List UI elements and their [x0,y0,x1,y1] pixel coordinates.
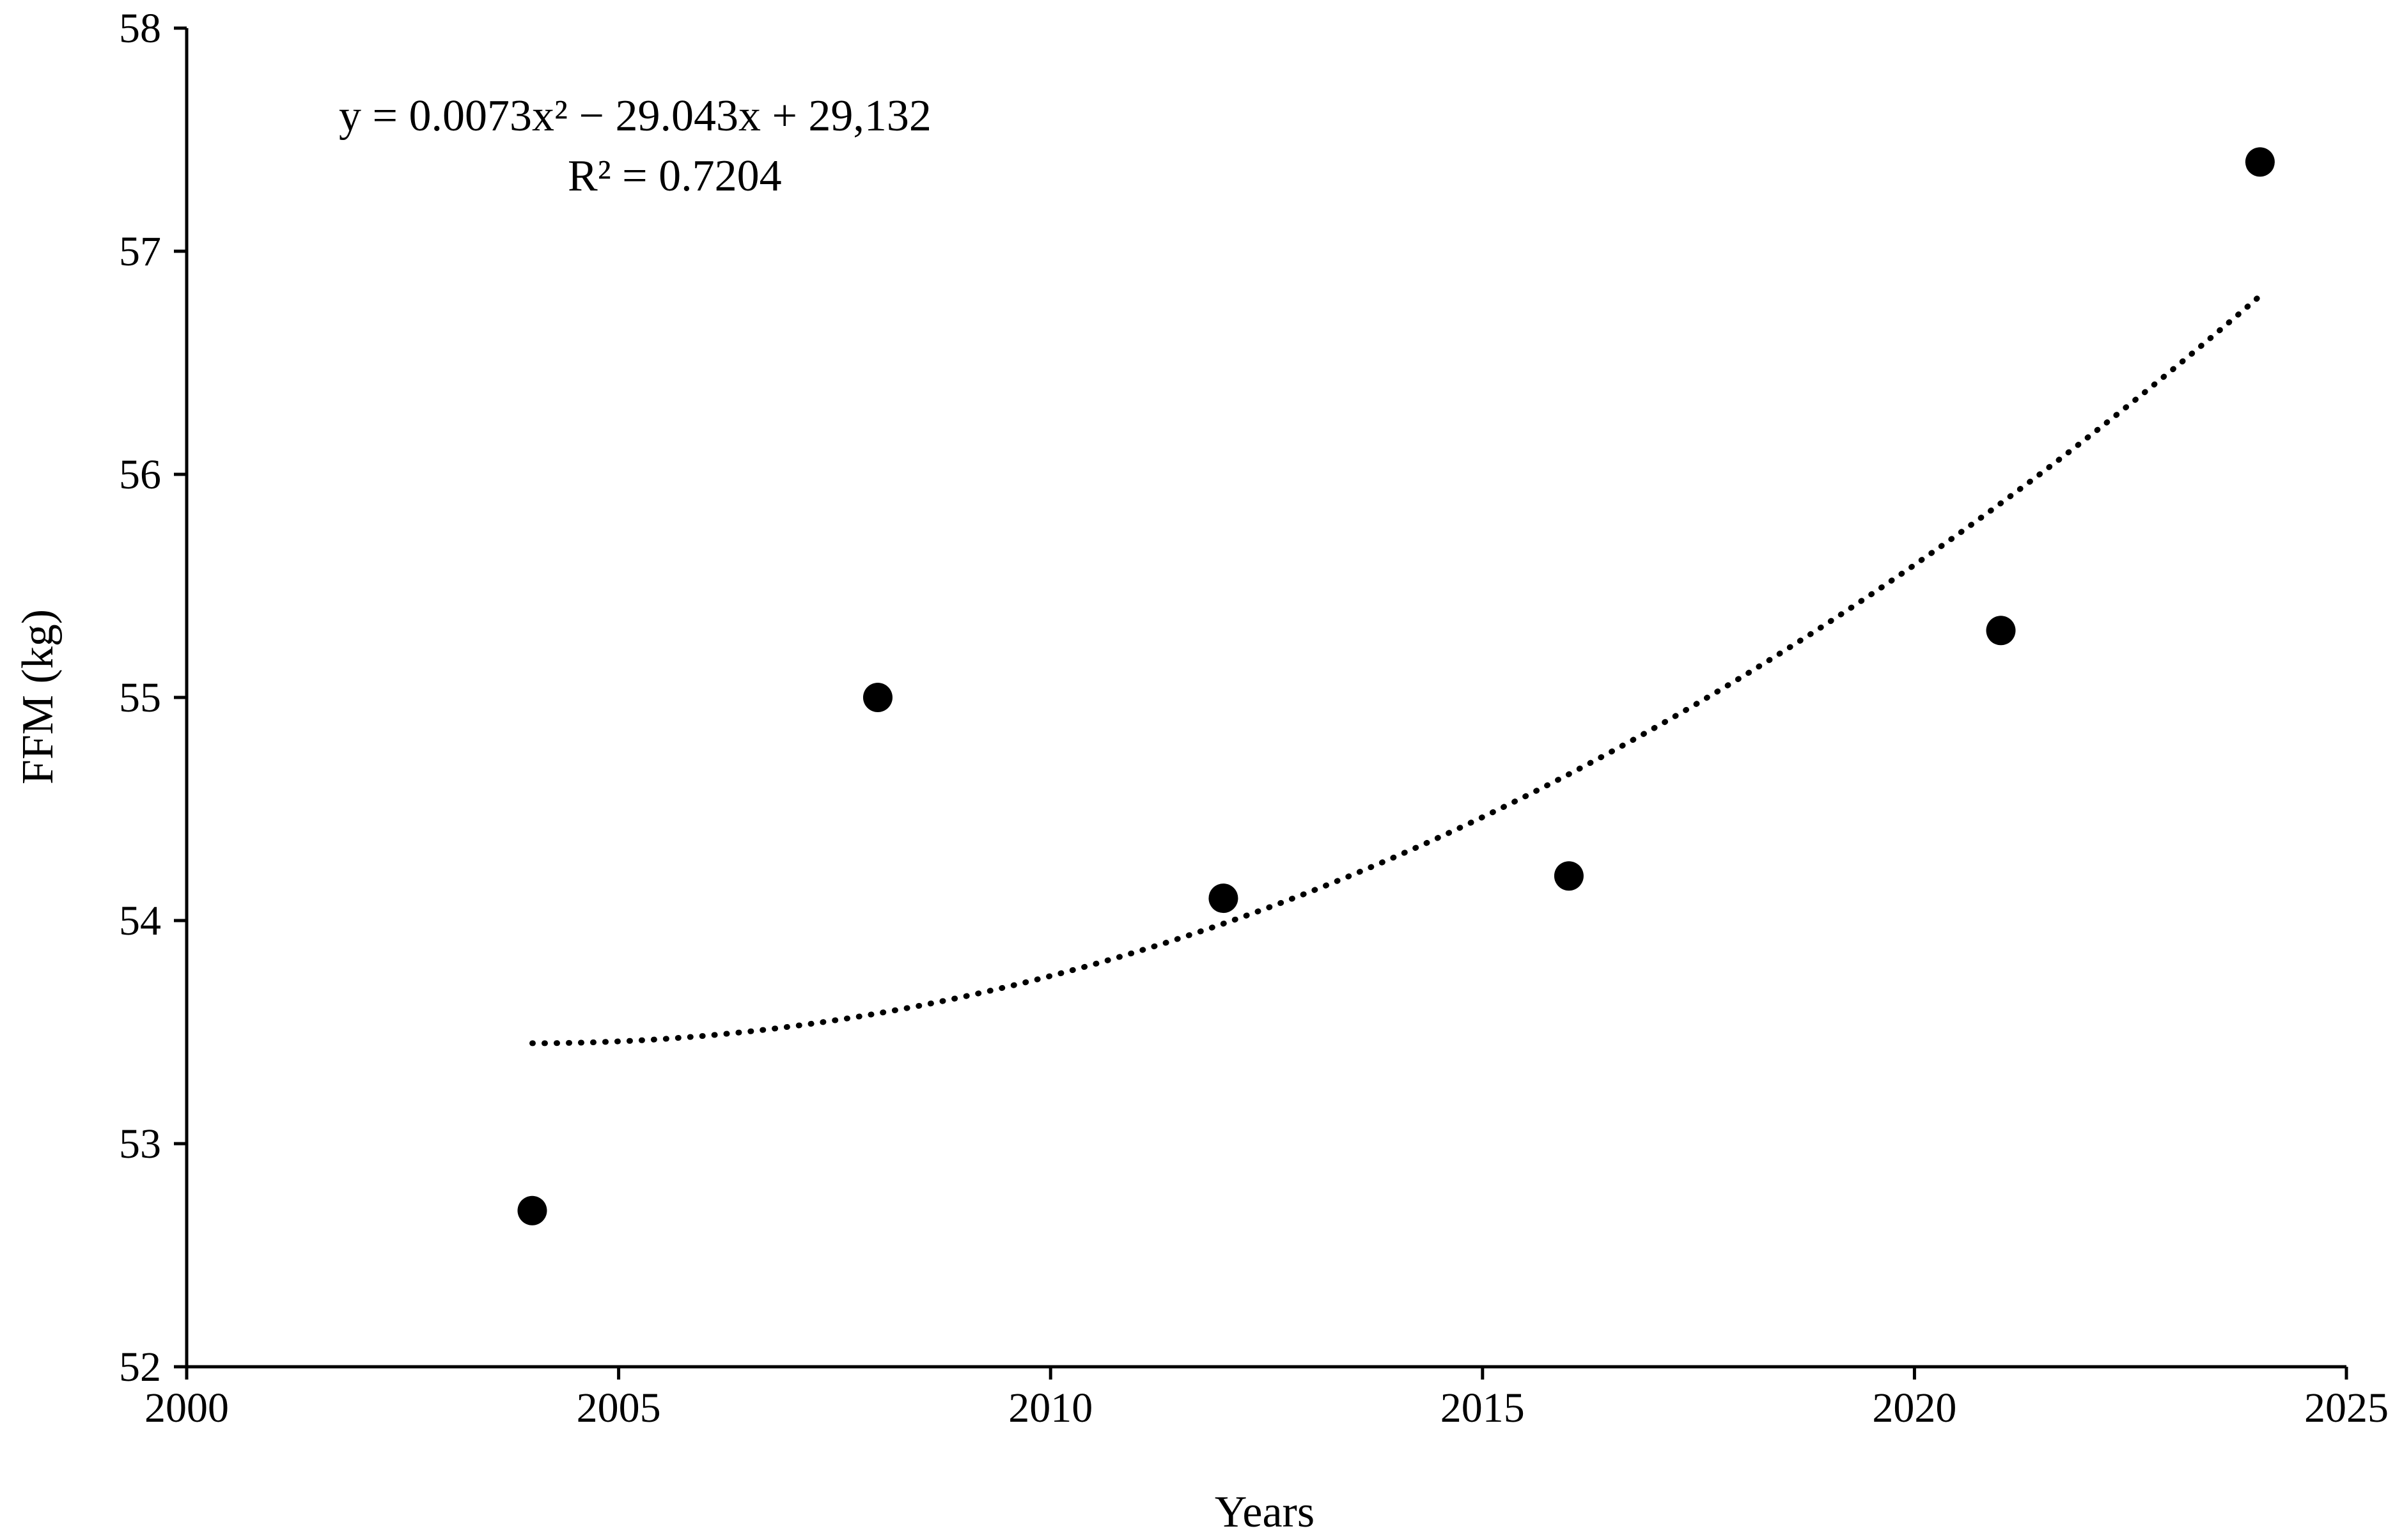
data-points [517,147,2275,1225]
y-tick-label: 53 [119,1121,161,1167]
y-axis-title: FFM (kg) [13,609,63,784]
x-tick-label: 2000 [144,1385,229,1431]
axes [185,28,2346,1369]
x-tick-label: 2010 [1008,1385,1093,1431]
data-point [862,683,893,712]
trendline [529,293,2263,1046]
tick-labels: 2000 2005 2010 2015 2020 2025 52 53 54 55 56 57 58 [119,5,2389,1431]
trendline-layer [529,293,2263,1046]
data-point [2245,147,2275,177]
r-squared-label: R² = 0.7204 [568,152,782,201]
y-tick-label: 58 [119,5,161,52]
data-point [1208,883,1238,914]
x-axis-title: Years [1215,1488,1315,1537]
data-point [1554,861,1584,891]
x-tick-label: 2020 [1872,1385,1956,1431]
y-tick-label: 57 [119,228,161,275]
x-tick-label: 2015 [1440,1385,1525,1431]
y-tick-label: 56 [119,451,161,498]
data-point [517,1195,547,1225]
trendline-equation: y = 0.0073x² − 29.043x + 29,132 [339,91,932,141]
x-tick-label: 2005 [577,1385,661,1431]
x-tick-label: 2025 [2304,1385,2389,1431]
y-tick-label: 55 [119,674,161,721]
y-tick-label: 54 [119,898,161,944]
y-tick-label: 52 [119,1344,161,1390]
tick-marks [174,26,2348,1380]
data-point [1986,616,2016,646]
